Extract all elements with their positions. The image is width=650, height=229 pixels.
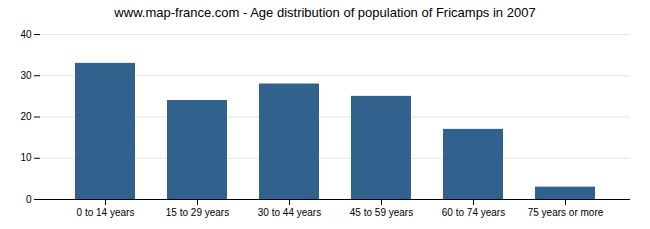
svg-text:30: 30 xyxy=(20,70,32,81)
svg-text:30 to 44 years: 30 to 44 years xyxy=(258,207,321,218)
svg-text:60 to 74 years: 60 to 74 years xyxy=(442,207,505,218)
svg-text:40: 40 xyxy=(20,29,32,40)
svg-text:75 years or more: 75 years or more xyxy=(528,207,604,218)
svg-text:20: 20 xyxy=(20,111,32,122)
svg-text:0 to 14 years: 0 to 14 years xyxy=(77,207,135,218)
svg-text:0: 0 xyxy=(26,194,32,205)
svg-text:10: 10 xyxy=(20,152,32,163)
html-text:www.map-france.com - Age distr: www.map-france.com - Age distribution of… xyxy=(114,5,536,20)
svg-text:45 to 59 years: 45 to 59 years xyxy=(350,207,413,218)
svg-text:15 to 29 years: 15 to 29 years xyxy=(166,207,229,218)
